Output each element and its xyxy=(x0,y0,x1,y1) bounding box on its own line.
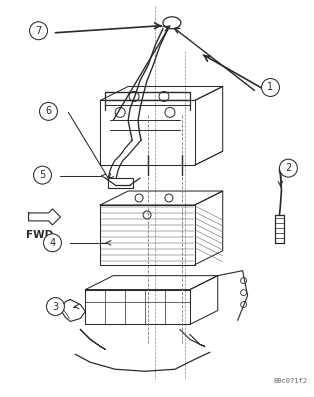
Text: 1: 1 xyxy=(268,83,273,93)
Circle shape xyxy=(30,22,47,40)
Circle shape xyxy=(40,102,57,120)
Circle shape xyxy=(46,298,64,316)
Circle shape xyxy=(279,159,297,177)
Polygon shape xyxy=(29,209,60,225)
Text: 2: 2 xyxy=(285,163,291,173)
Circle shape xyxy=(44,234,62,252)
Circle shape xyxy=(34,166,51,184)
Text: 5: 5 xyxy=(39,170,46,180)
Circle shape xyxy=(262,79,279,96)
Text: 6: 6 xyxy=(46,106,51,116)
Text: 4: 4 xyxy=(49,238,56,248)
Text: B0c071f2: B0c071f2 xyxy=(273,378,307,384)
Text: 7: 7 xyxy=(35,26,42,36)
Text: FWD: FWD xyxy=(25,230,53,240)
Text: 3: 3 xyxy=(52,301,58,312)
